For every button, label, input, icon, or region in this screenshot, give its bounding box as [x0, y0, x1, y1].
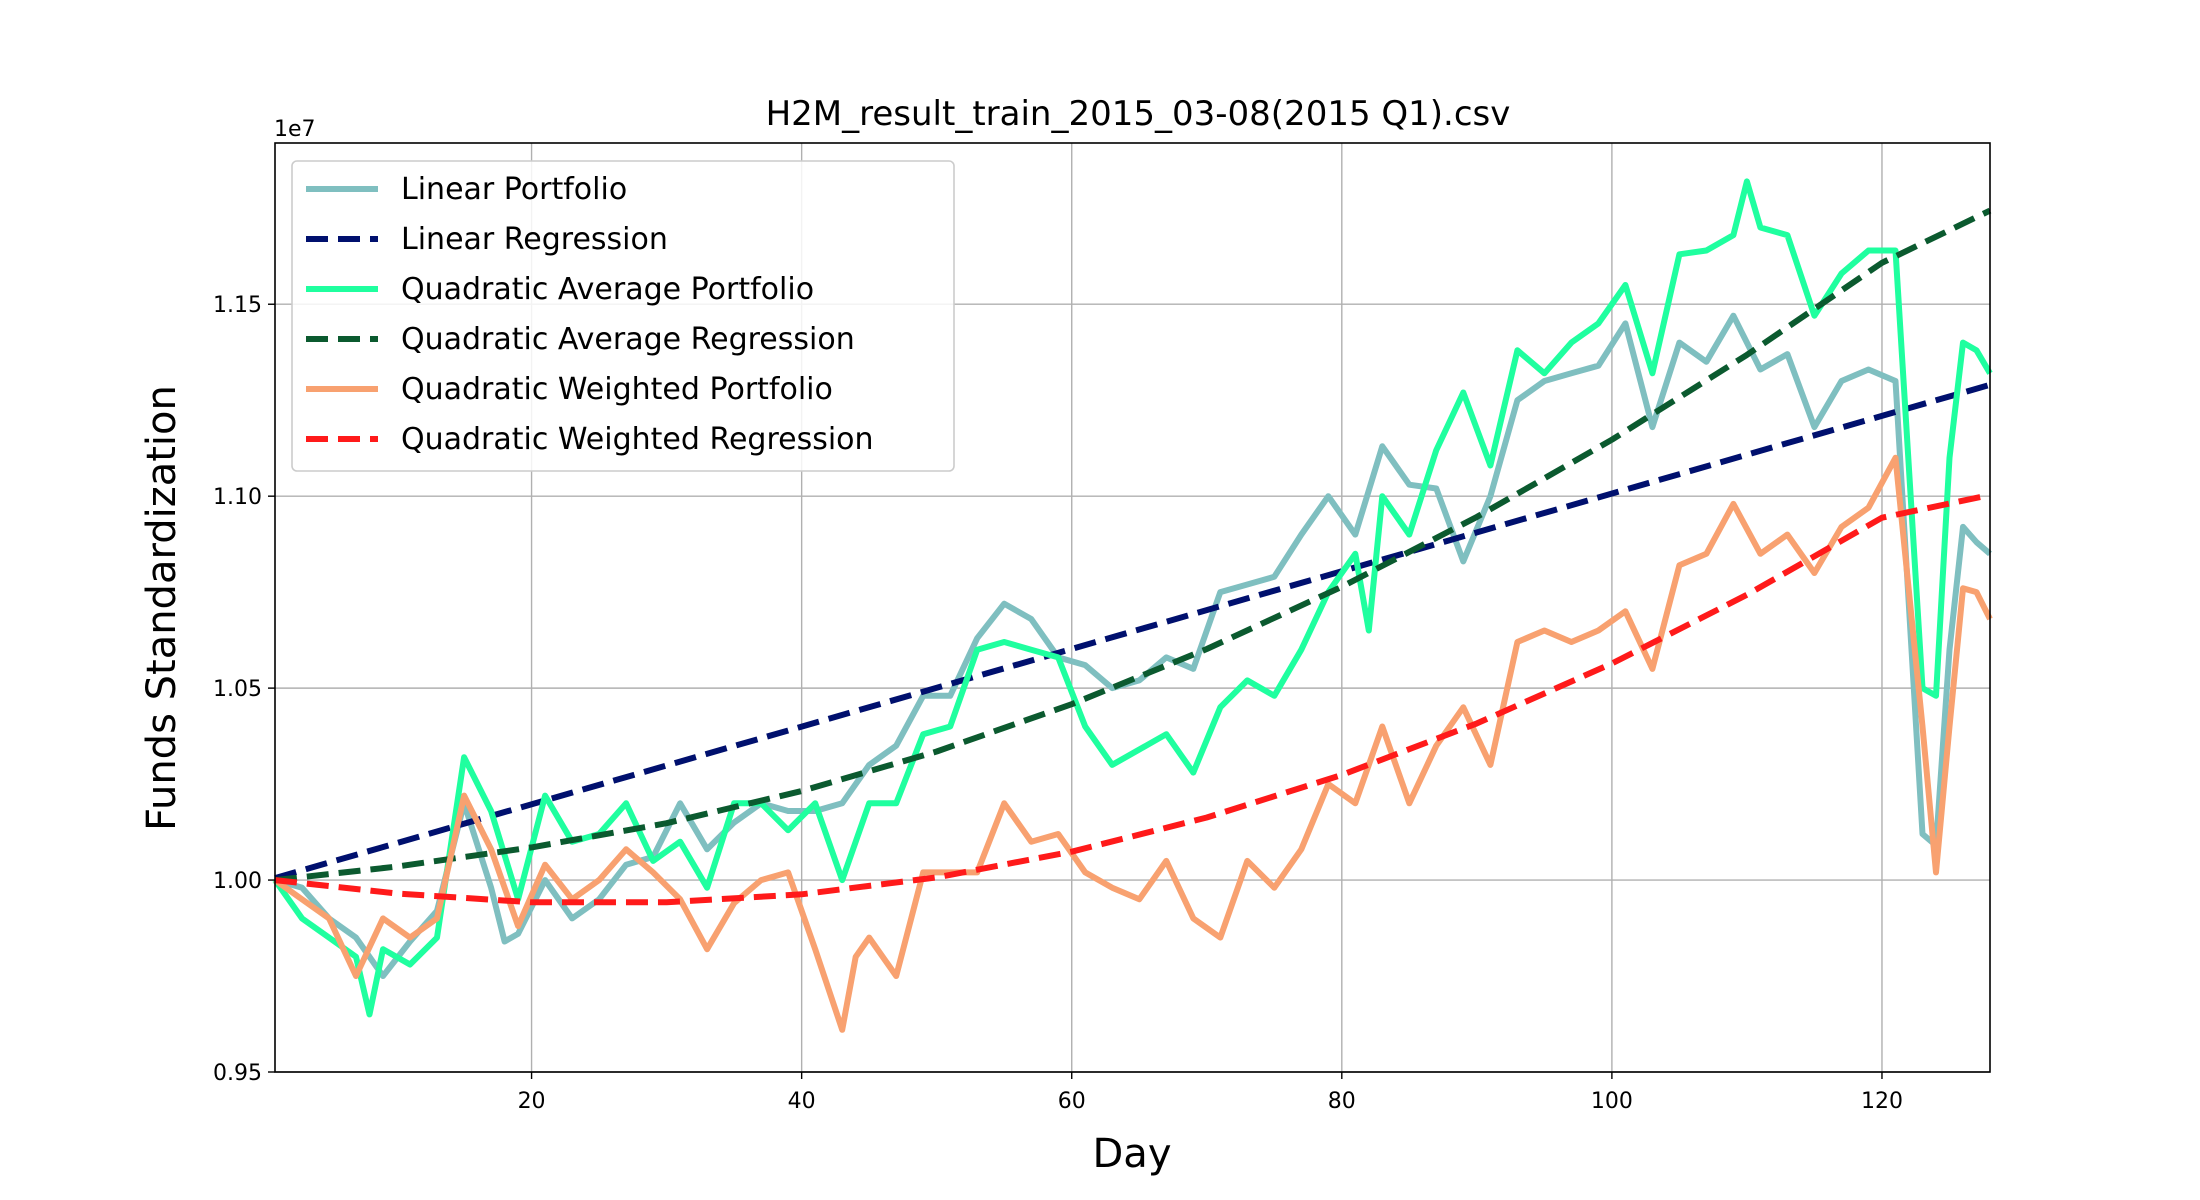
series-line-quadratic-average-regression	[274, 207, 1992, 884]
x-axis: 20 40 60 80 100 120	[518, 1072, 1903, 1114]
legend-label-quadratic-weighted-portfolio: Quadratic Weighted Portfolio	[401, 372, 833, 407]
y-tick-label: 1.05	[213, 677, 262, 702]
series-line-quadratic-weighted-regression	[274, 492, 1991, 906]
chart-title: H2M_result_train_2015_03-08(2015 Q1).csv	[766, 94, 1511, 134]
series-line-linear-regression	[274, 381, 1991, 881]
x-tick-label: 60	[1058, 1089, 1086, 1114]
series-line-quadratic-weighted-portfolio	[273, 454, 1993, 1033]
y-offset-label: 1e7	[274, 117, 316, 142]
y-tick-label: 1.15	[213, 293, 262, 318]
series-line-quadratic-average-portfolio	[272, 178, 1993, 1018]
y-tick-label: 1.00	[213, 869, 262, 894]
series-lines	[272, 178, 1993, 1033]
legend-box	[291, 160, 955, 472]
legend-label-quadratic-average-regression: Quadratic Average Regression	[401, 322, 855, 357]
x-tick-label: 80	[1328, 1089, 1356, 1114]
legend-label-quadratic-average-portfolio: Quadratic Average Portfolio	[401, 272, 814, 307]
legend-label-quadratic-weighted-regression: Quadratic Weighted Regression	[401, 422, 874, 457]
x-tick-label: 40	[788, 1089, 816, 1114]
x-tick-label: 20	[518, 1089, 546, 1114]
y-tick-label: 1.10	[213, 485, 262, 510]
x-tick-label: 100	[1591, 1089, 1633, 1114]
plot-frame	[274, 142, 1991, 1073]
legend-label-linear-portfolio: Linear Portfolio	[401, 172, 627, 207]
x-tick-label: 120	[1861, 1089, 1903, 1114]
y-axis-title: Funds Standardization	[139, 385, 185, 831]
y-tick-label: 0.95	[213, 1061, 262, 1086]
legend-label-linear-regression: Linear Regression	[401, 222, 668, 257]
x-axis-title: Day	[1093, 1131, 1172, 1177]
y-axis: 0.95 1.00 1.05 1.10 1.15	[213, 293, 275, 1086]
legend: Linear Portfolio Linear Regression Quadrat…	[291, 160, 955, 472]
